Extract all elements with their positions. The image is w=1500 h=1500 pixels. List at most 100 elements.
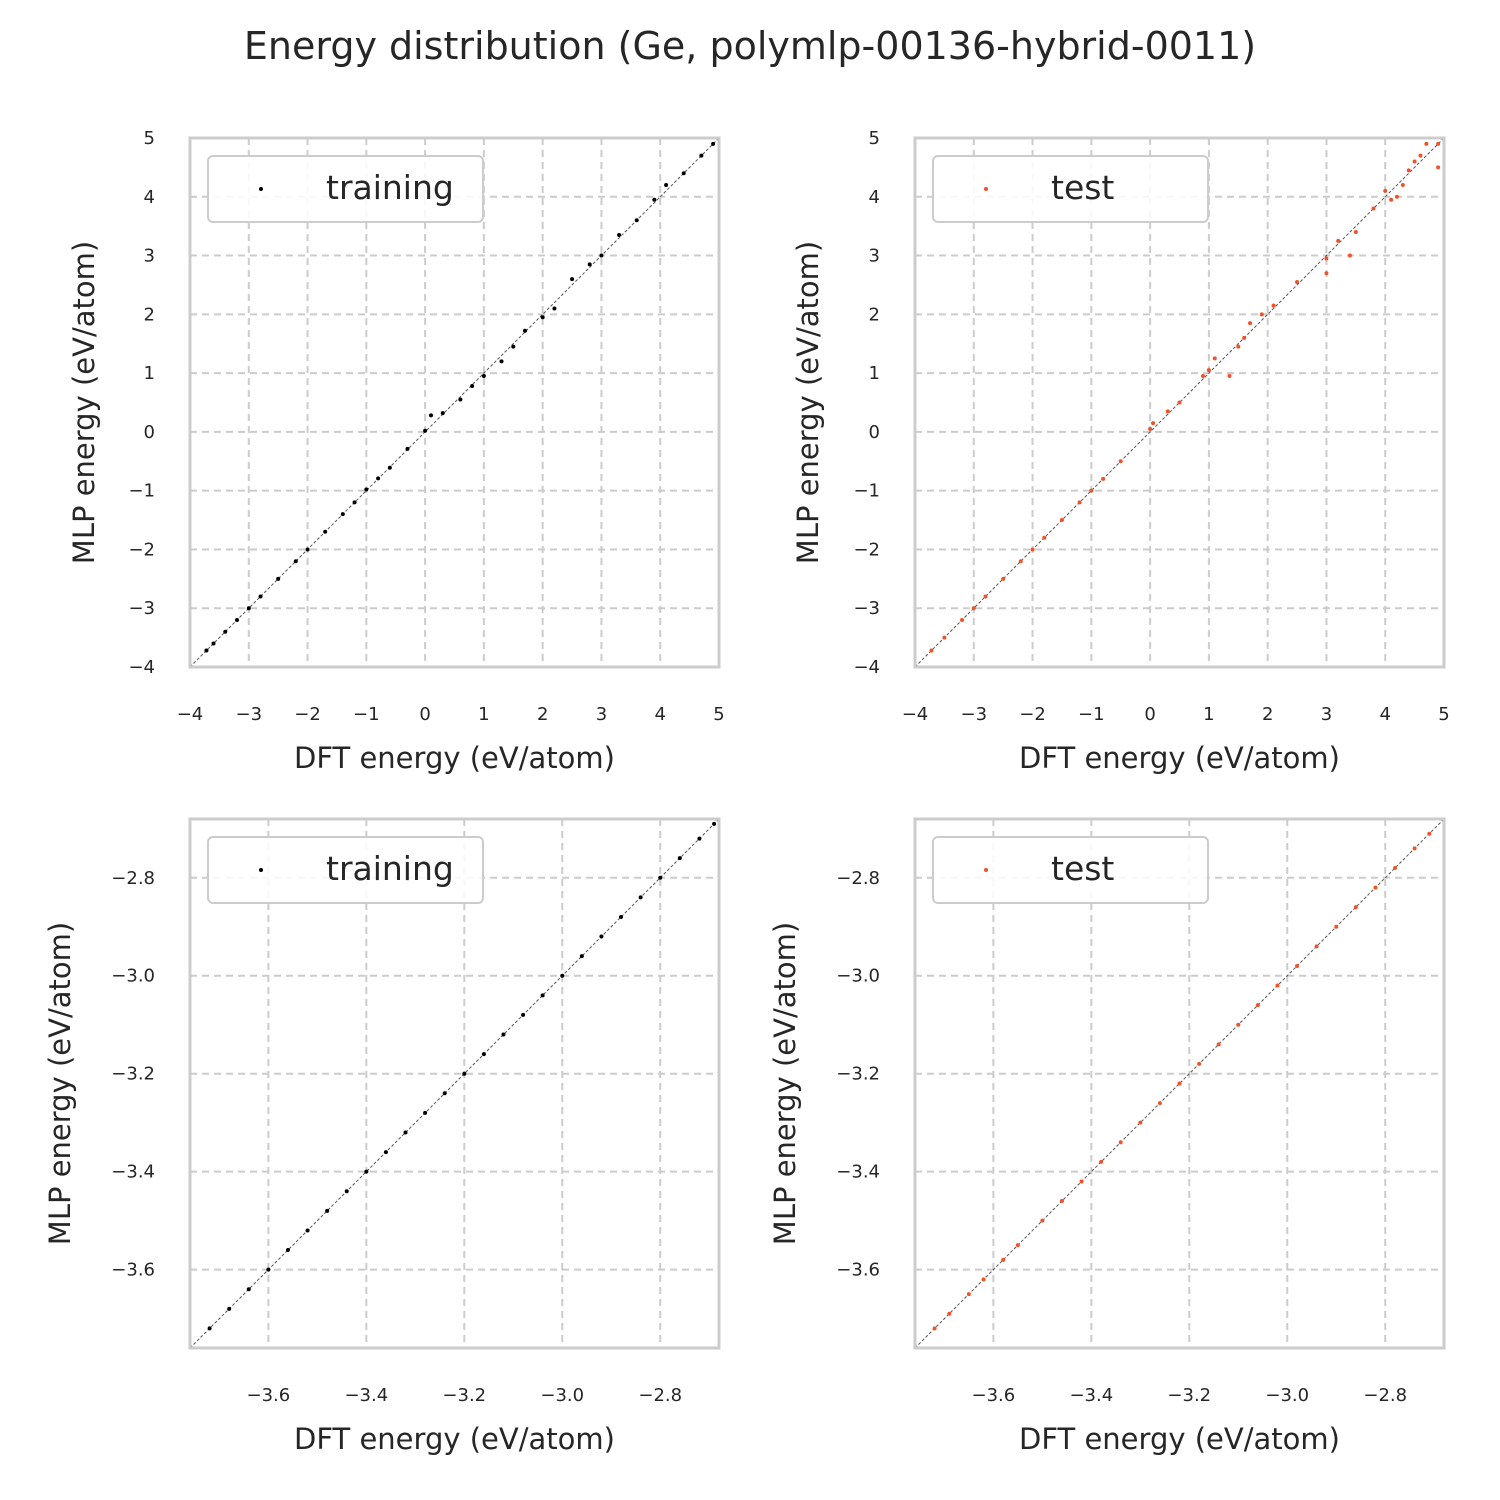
data-point bbox=[1373, 885, 1378, 890]
data-point bbox=[423, 428, 428, 433]
data-point bbox=[929, 648, 934, 653]
data-point bbox=[1242, 335, 1247, 340]
data-point bbox=[1015, 1243, 1020, 1248]
x-tick-label: 0 bbox=[419, 704, 430, 725]
x-tick-label: −4 bbox=[177, 704, 204, 725]
legend-marker bbox=[259, 187, 263, 191]
legend-box bbox=[932, 836, 1209, 904]
data-point bbox=[1295, 280, 1300, 285]
data-point bbox=[405, 446, 410, 451]
panel-2: −4 −3 −2 −1 0 1 2 3 4 5 −4 −3 −2 −1 0 1 2 3 4 5 DFT energy (… bbox=[791, 128, 1450, 775]
data-point bbox=[1236, 1022, 1241, 1027]
data-point bbox=[1324, 256, 1329, 261]
series-training bbox=[207, 821, 717, 1331]
data-point bbox=[1001, 576, 1006, 581]
legend-label: test bbox=[1051, 849, 1114, 888]
y-tick-label: 4 bbox=[144, 187, 155, 208]
data-point bbox=[1383, 188, 1388, 193]
data-point bbox=[619, 914, 624, 919]
data-point bbox=[340, 512, 345, 517]
data-point bbox=[677, 856, 682, 861]
data-point bbox=[1353, 905, 1358, 910]
x-tick-label: −3 bbox=[961, 704, 988, 725]
axes-frame bbox=[913, 817, 1446, 1350]
x-tick-label: −4 bbox=[902, 704, 929, 725]
data-point bbox=[1334, 924, 1339, 929]
data-point bbox=[1118, 1140, 1123, 1145]
x-tick-label: 2 bbox=[1262, 704, 1273, 725]
data-point bbox=[481, 374, 486, 379]
data-point bbox=[634, 218, 639, 223]
series-test bbox=[929, 141, 1441, 653]
data-point bbox=[235, 617, 240, 622]
data-point bbox=[246, 606, 251, 611]
x-tick-label: −3 bbox=[236, 704, 263, 725]
data-point bbox=[617, 232, 622, 237]
y-axis-label: MLP energy (eV/atom) bbox=[67, 241, 101, 564]
data-point bbox=[1201, 374, 1206, 379]
data-point bbox=[1336, 238, 1341, 243]
data-point bbox=[511, 344, 516, 349]
legend-box bbox=[932, 155, 1209, 223]
y-tick-label: −3.2 bbox=[836, 1064, 880, 1085]
y-tick-label: −3.2 bbox=[111, 1064, 155, 1085]
x-axis-label: DFT energy (eV/atom) bbox=[294, 741, 615, 775]
data-point bbox=[1030, 547, 1035, 552]
data-point bbox=[599, 934, 604, 939]
legend-label: test bbox=[1051, 168, 1114, 207]
data-point bbox=[697, 836, 702, 841]
data-point bbox=[227, 1306, 232, 1311]
y-tick-label: 2 bbox=[869, 304, 880, 325]
data-point bbox=[1389, 197, 1394, 202]
data-point bbox=[440, 411, 445, 416]
data-point bbox=[664, 183, 669, 188]
y-tick-label: 5 bbox=[144, 128, 155, 149]
series-training bbox=[204, 141, 716, 653]
y-tick-label: −2 bbox=[853, 539, 880, 560]
y-tick-label: 0 bbox=[869, 422, 880, 443]
y-axis-label: MLP energy (eV/atom) bbox=[43, 922, 77, 1245]
x-tick-label: 0 bbox=[1144, 704, 1155, 725]
data-point bbox=[305, 547, 310, 552]
x-tick-label: 4 bbox=[1379, 704, 1390, 725]
data-point bbox=[1259, 312, 1264, 317]
data-point bbox=[1275, 983, 1280, 988]
y-tick-label: −3 bbox=[853, 598, 880, 619]
data-point bbox=[442, 1091, 447, 1096]
data-point bbox=[305, 1228, 310, 1233]
y-tick-label: −3.0 bbox=[836, 966, 880, 987]
data-point bbox=[387, 465, 392, 470]
data-point bbox=[1101, 476, 1106, 481]
legend: test bbox=[932, 836, 1209, 904]
data-point bbox=[376, 476, 381, 481]
data-point bbox=[258, 594, 263, 599]
x-tick-label: −3.4 bbox=[1069, 1385, 1113, 1406]
y-tick-label: −1 bbox=[128, 481, 155, 502]
x-tick-label: −3.2 bbox=[442, 1385, 486, 1406]
data-point bbox=[560, 973, 565, 978]
data-point bbox=[1059, 518, 1064, 523]
y-tick-label: −3 bbox=[128, 598, 155, 619]
legend-marker bbox=[984, 868, 988, 872]
x-axis-label: DFT energy (eV/atom) bbox=[294, 1422, 615, 1456]
x-axis-label: DFT energy (eV/atom) bbox=[1019, 741, 1340, 775]
data-point bbox=[587, 262, 592, 267]
figure-title: Energy distribution (Ge, polymlp-00136-h… bbox=[243, 24, 1257, 68]
data-point bbox=[266, 1267, 271, 1272]
data-point bbox=[458, 397, 463, 402]
x-tick-label: −3.0 bbox=[1265, 1385, 1309, 1406]
data-point bbox=[1394, 194, 1399, 199]
data-point bbox=[1295, 963, 1300, 968]
data-point bbox=[570, 277, 575, 282]
x-axis-label: DFT energy (eV/atom) bbox=[1019, 1422, 1340, 1456]
x-tick-label: 3 bbox=[1321, 704, 1332, 725]
data-point bbox=[523, 328, 528, 333]
data-point bbox=[293, 559, 298, 564]
data-point bbox=[521, 1012, 526, 1017]
data-point bbox=[681, 171, 686, 176]
data-point bbox=[1177, 1081, 1182, 1086]
data-point bbox=[960, 617, 965, 622]
data-point bbox=[501, 1032, 506, 1037]
data-point bbox=[1406, 168, 1411, 173]
